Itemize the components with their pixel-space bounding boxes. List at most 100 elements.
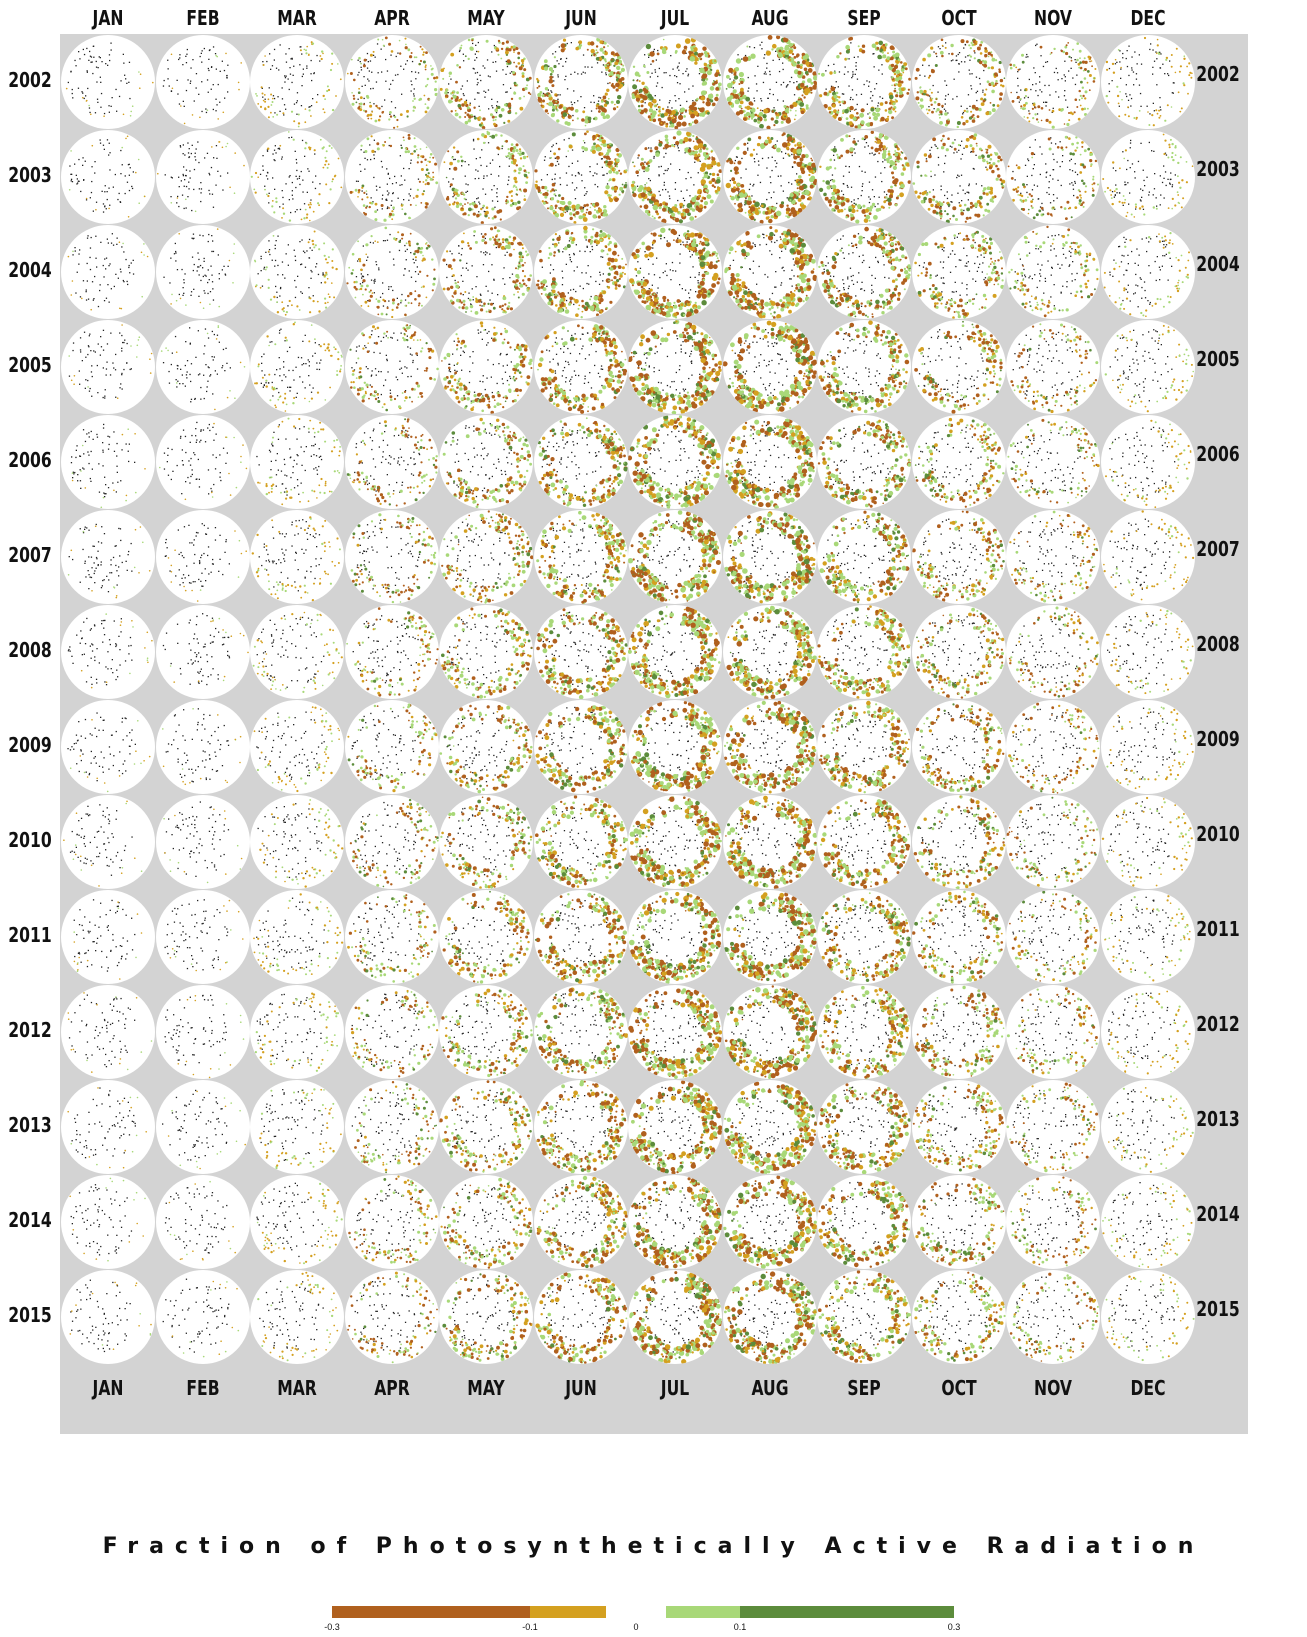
anomaly-cell [702,81,708,86]
anomaly-cell [1023,107,1026,110]
coastline-speck [873,154,875,156]
anomaly-cell [575,211,579,215]
coastline-speck [195,148,197,150]
year-label-right: 2009 [1196,727,1240,751]
anomaly-cell [654,146,659,151]
coastline-speck [976,90,978,92]
anomaly-cell [390,218,393,221]
coastline-speck [547,65,549,67]
anomaly-cell [322,108,325,110]
anomaly-cell [374,104,378,108]
anomaly-cell [697,53,702,58]
anomaly-cell [505,200,508,203]
anomaly-cell [675,140,680,146]
coastline-speck [391,183,393,185]
coastline-speck [1045,61,1047,63]
anomaly-cell [889,164,892,167]
coastline-speck [177,176,179,178]
coastline-speck [106,191,108,193]
coastline-speck [498,175,500,177]
anomaly-cell [879,102,884,106]
anomaly-cell [1030,200,1033,203]
anomaly-cell [471,201,475,206]
coastline-speck [493,185,495,187]
coastline-speck [668,102,670,104]
anomaly-cell [655,152,660,157]
coastline-speck [495,111,498,114]
anomaly-cell [1079,194,1082,197]
coastline-speck [226,91,228,93]
anomaly-cell [861,137,865,140]
anomaly-cell [823,91,828,96]
anomaly-cell [559,212,564,217]
anomaly-cell [728,157,731,161]
coastline-speck [1152,150,1154,152]
coastline-speck [654,71,657,73]
coastline-speck [479,156,481,159]
coastline-speck [502,84,505,86]
month-label-bottom: AUG [734,1376,804,1400]
coastline-speck [653,155,655,158]
anomaly-cell [327,88,331,92]
coastline-speck [957,63,959,65]
anomaly-cell [494,119,497,121]
anomaly-cell [678,139,684,145]
coastline-speck [389,83,391,85]
anomaly-cell [906,92,910,95]
anomaly-cell [527,91,531,95]
anomaly-cell [1133,216,1135,218]
coastline-speck [291,81,293,84]
coastline-speck [554,195,556,197]
coastline-speck [207,69,210,72]
coastline-speck [223,97,225,99]
anomaly-cell [603,190,608,195]
coastline-speck [291,136,293,138]
anomaly-cell [183,122,185,125]
anomaly-cell [518,152,522,156]
anomaly-cell [862,204,866,208]
anomaly-cell [1081,107,1084,111]
anomaly-cell [554,100,557,103]
anomaly-cell [767,35,772,40]
coastline-speck [583,194,585,196]
coastline-speck [378,186,380,188]
anomaly-cell [920,199,924,204]
coastline-speck [759,181,761,184]
coastline-speck [565,184,568,186]
anomaly-cell [983,93,986,96]
coastline-speck [1024,164,1027,166]
coastline-speck [90,56,93,58]
anomaly-cell [895,69,901,75]
coastline-speck [204,108,206,110]
anomaly-cell [375,142,379,146]
anomaly-cell [305,52,308,55]
coastline-speck [963,61,965,63]
coastline-speck [1070,67,1072,69]
anomaly-cell [795,148,802,154]
anomaly-cell [222,111,224,114]
coastline-speck [215,145,217,147]
coastline-speck [300,170,302,173]
anomaly-cell [590,145,596,151]
coastline-speck [162,85,164,87]
coastline-speck [658,67,660,70]
coastline-speck [571,162,573,164]
coastline-speck [841,190,843,192]
coastline-speck [271,65,274,67]
anomaly-cell [936,147,938,150]
anomaly-cell [728,95,733,100]
coastline-speck [1142,169,1144,171]
anomaly-cell [884,101,888,105]
coastline-speck [409,153,412,155]
anomaly-cell [1110,197,1113,199]
anomaly-cell [198,116,201,119]
anomaly-cell [467,38,471,42]
anomaly-cell [526,155,529,158]
anomaly-cell [548,78,553,84]
anomaly-cell [424,68,426,71]
anomaly-cell [510,143,514,146]
anomaly-cell [576,117,579,120]
anomaly-cell [705,78,707,81]
coastline-speck [129,167,131,169]
coastline-speck [657,75,659,78]
